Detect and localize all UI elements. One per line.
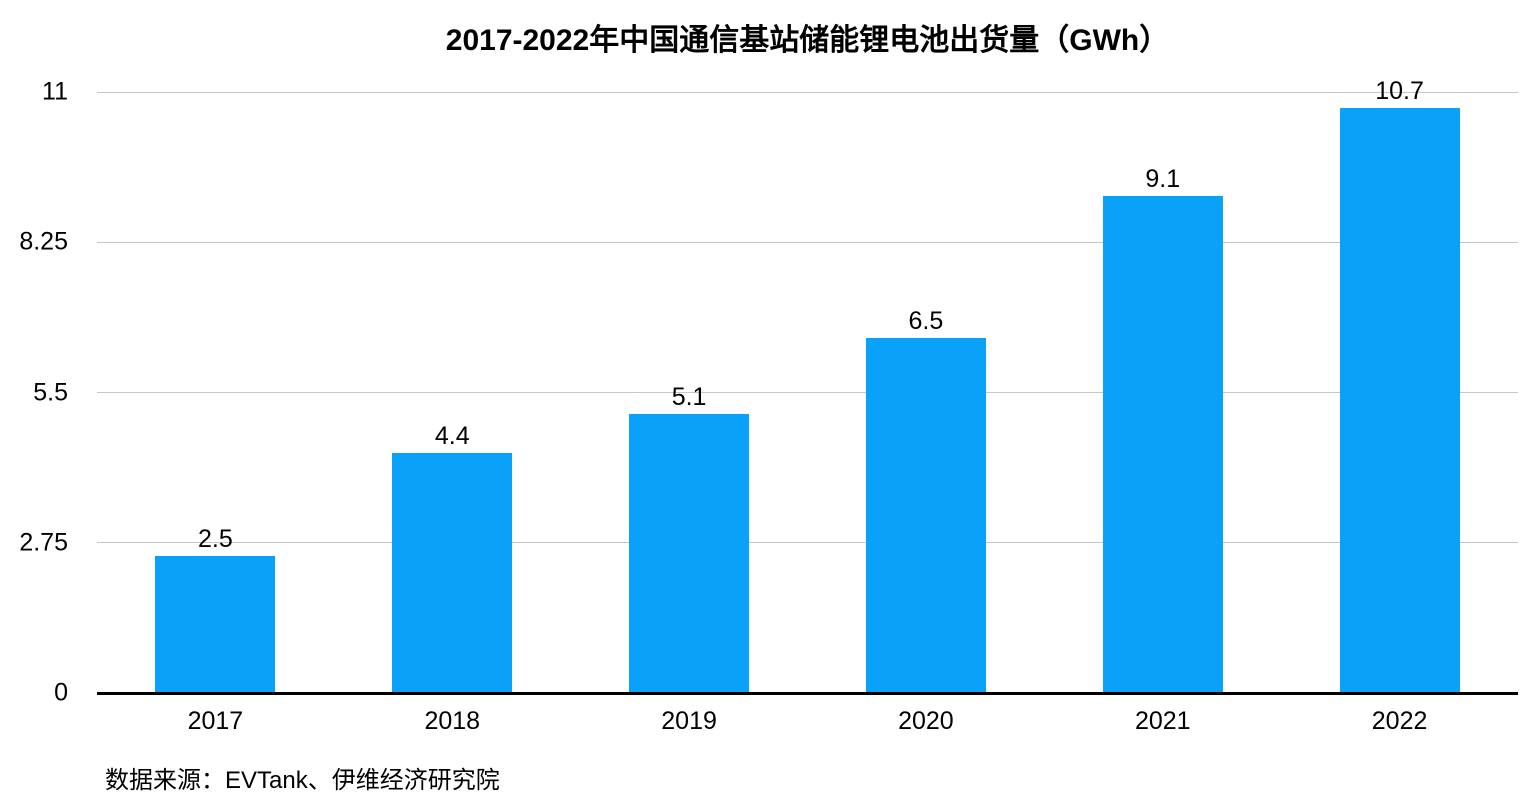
bar-2021 xyxy=(1102,195,1223,693)
x-axis-tick-label: 2020 xyxy=(898,707,954,735)
x-axis-tick-label: 2019 xyxy=(661,707,717,735)
y-axis-tick-label: 0 xyxy=(54,678,68,707)
bar-2022 xyxy=(1339,108,1460,693)
bar-2017 xyxy=(155,556,276,693)
gridline xyxy=(97,542,1518,544)
bar-2018 xyxy=(392,452,513,693)
x-axis-line xyxy=(97,691,1518,695)
source-note: 数据来源：EVTank、伊维经济研究院 xyxy=(105,767,500,794)
x-axis-tick-label: 2018 xyxy=(424,707,481,735)
bar-value-label: 10.7 xyxy=(1375,77,1424,106)
bar-value-label: 2.5 xyxy=(198,525,233,554)
gridline xyxy=(97,241,1518,243)
y-axis-tick-label: 8.25 xyxy=(19,227,68,256)
x-axis-tick-label: 2021 xyxy=(1134,707,1191,735)
bar-value-label: 6.5 xyxy=(908,306,944,335)
y-axis-tick-label: 5.5 xyxy=(33,378,68,406)
bar-value-label: 4.4 xyxy=(434,421,470,450)
bar-2020 xyxy=(865,337,986,693)
gridline xyxy=(97,392,1518,393)
bar-value-label: 5.1 xyxy=(671,383,707,412)
gridline xyxy=(97,91,1518,93)
y-axis-labels: 0 2.75 5.5 8.25 11 xyxy=(0,79,97,705)
plot-area: 2.5 4.4 5.1 6.5 9.1 10.7 xyxy=(97,79,1518,695)
y-axis-tick-label: 11 xyxy=(42,77,68,106)
chart-title: 2017-2022年中国通信基站储能锂电池出货量（GWh） xyxy=(445,24,1170,57)
bar-value-label: 9.1 xyxy=(1145,164,1181,193)
x-axis-tick-label: 2017 xyxy=(187,707,244,735)
y-axis-tick-label: 2.75 xyxy=(19,528,68,557)
x-axis-tick-label: 2022 xyxy=(1371,707,1428,735)
bar-2019 xyxy=(629,414,750,693)
x-axis-labels: 2017 2018 2019 2020 2021 2022 xyxy=(97,706,1518,738)
